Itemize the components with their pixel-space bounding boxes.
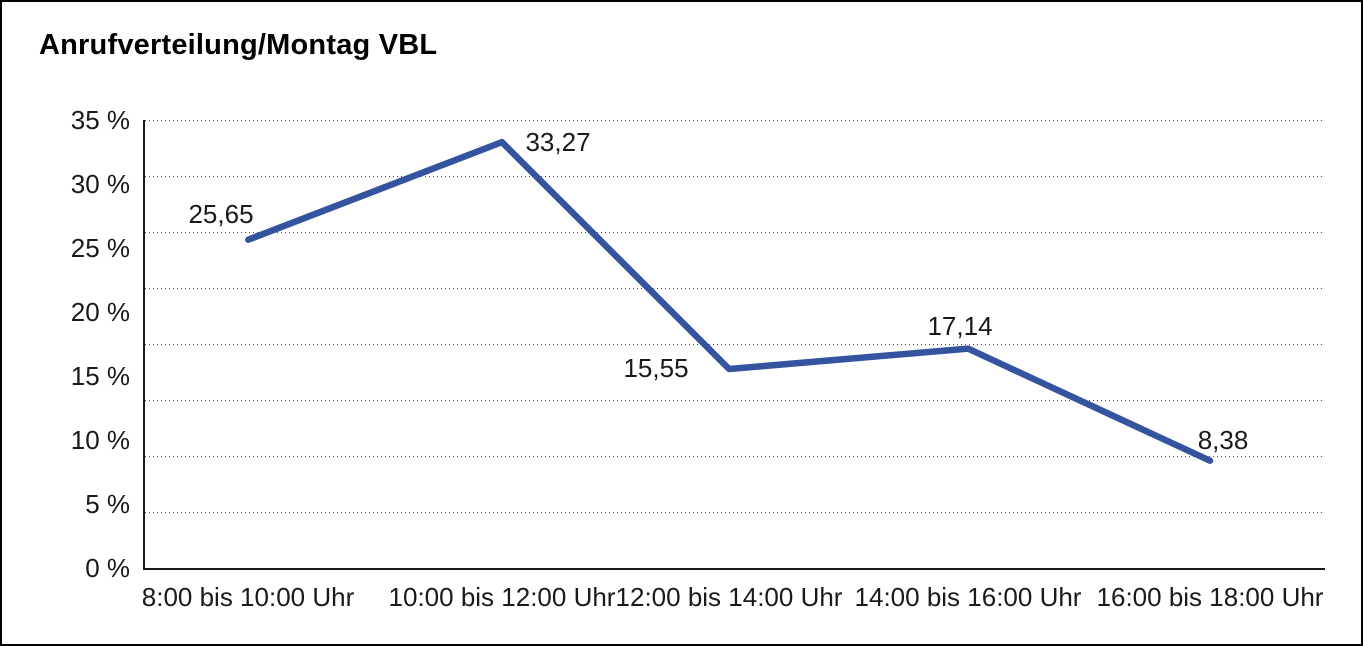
y-tick-label: 0 % (85, 553, 130, 583)
y-axis-line (143, 120, 145, 570)
gridline (145, 512, 1325, 513)
data-point-value-label: 25,65 (188, 199, 254, 229)
gridline (145, 232, 1325, 233)
chart-title: Anrufverteilung/Montag VBL (39, 29, 438, 61)
gridline (145, 344, 1325, 345)
x-axis-line (143, 568, 1325, 570)
gridline (145, 288, 1325, 289)
y-tick-label: 25 % (70, 233, 130, 263)
x-tick-label: 12:00 bis 14:00 Uhr (615, 582, 843, 612)
x-tick-label: 14:00 bis 16:00 Uhr (854, 582, 1082, 612)
data-point-value-label: 33,27 (525, 127, 591, 157)
x-tick-label: 16:00 bis 18:00 Uhr (1096, 582, 1324, 612)
gridline (145, 456, 1325, 457)
y-tick-label: 20 % (70, 297, 130, 327)
gridline (145, 120, 1325, 121)
gridline (145, 176, 1325, 177)
y-tick-label: 35 % (70, 105, 130, 135)
data-series-line (245, 138, 1214, 464)
line-chart-canvas (245, 138, 1214, 464)
data-point-value-label: 15,55 (623, 353, 689, 383)
y-tick-label: 15 % (70, 361, 130, 391)
x-tick-label: 8:00 bis 10:00 Uhr (141, 582, 355, 612)
gridline (145, 400, 1325, 401)
y-tick-label: 30 % (70, 169, 130, 199)
x-tick-label: 10:00 bis 12:00 Uhr (388, 582, 616, 612)
data-point-value-label: 17,14 (927, 311, 993, 341)
y-tick-label: 5 % (85, 489, 130, 519)
y-tick-label: 10 % (70, 425, 130, 455)
data-point-value-label: 8,38 (1197, 425, 1249, 455)
